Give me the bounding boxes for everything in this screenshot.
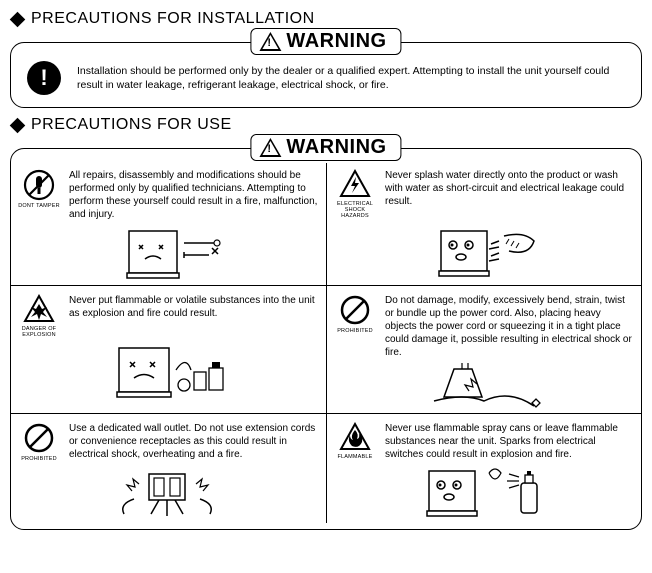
warning-badge: ! WARNING xyxy=(250,28,401,55)
symbol-label: PROHIBITED xyxy=(337,328,373,334)
section2-text: PRECAUTIONS FOR USE xyxy=(31,116,232,134)
diamond-icon xyxy=(10,117,26,133)
prohibited-icon xyxy=(339,294,371,326)
symbol-label: ELECTRICAL SHOCK HAZARDS xyxy=(333,201,377,219)
cell-explosion: DANGER OF EXPLOSION Never put flammable … xyxy=(11,285,326,413)
cell-text: Never put flammable or volatile substanc… xyxy=(69,294,320,320)
spray-illustration xyxy=(409,463,559,518)
use-panel: ! WARNING DONT TAMPER All repairs, disas… xyxy=(10,148,642,530)
flammable-illustration xyxy=(94,340,244,400)
cell-text: Never use flammable spray cans or leave … xyxy=(385,422,635,461)
cord-illustration xyxy=(414,361,554,409)
warning-label-2: WARNING xyxy=(286,136,386,159)
symbol-label: DANGER OF EXPLOSION xyxy=(17,326,61,338)
outlet-illustration xyxy=(104,464,234,519)
electrical-shock-icon xyxy=(339,169,371,199)
explosion-icon xyxy=(23,294,55,324)
cell-text: All repairs, disassembly and modificatio… xyxy=(69,169,320,221)
warning-triangle-icon: ! xyxy=(259,138,281,157)
install-text: Installation should be performed only by… xyxy=(77,64,625,92)
warning-triangle-icon: ! xyxy=(259,32,281,51)
symbol-label: DONT TAMPER xyxy=(18,203,60,209)
warning-label: WARNING xyxy=(286,30,386,53)
cell-text: Use a dedicated wall outlet. Do not use … xyxy=(69,422,320,461)
section1-text: PRECAUTIONS FOR INSTALLATION xyxy=(31,10,315,28)
dont-tamper-icon xyxy=(23,169,55,201)
warning-badge: ! WARNING xyxy=(250,134,401,161)
cell-cord: PROHIBITED Do not damage, modify, excess… xyxy=(326,285,641,413)
cell-text: Do not damage, modify, excessively bend,… xyxy=(385,294,635,359)
precautions-grid: DONT TAMPER All repairs, disassembly and… xyxy=(11,163,641,523)
exclamation-circle-icon: ! xyxy=(27,61,61,95)
flammable-icon xyxy=(339,422,371,452)
install-row: ! Installation should be performed only … xyxy=(23,57,629,99)
symbol-label: FLAMMABLE xyxy=(337,454,372,460)
cell-outlet: PROHIBITED Use a dedicated wall outlet. … xyxy=(11,413,326,523)
section-title-use: PRECAUTIONS FOR USE xyxy=(10,116,642,134)
symbol-label: PROHIBITED xyxy=(21,456,57,462)
cell-text: Never splash water directly onto the pro… xyxy=(385,169,635,208)
section-title-installation: PRECAUTIONS FOR INSTALLATION xyxy=(10,10,642,28)
cell-dont-tamper: DONT TAMPER All repairs, disassembly and… xyxy=(11,163,326,285)
tamper-illustration xyxy=(99,223,239,281)
cell-shock: ELECTRICAL SHOCK HAZARDS Never splash wa… xyxy=(326,163,641,285)
prohibited-icon xyxy=(23,422,55,454)
installation-panel: ! WARNING ! Installation should be perfo… xyxy=(10,42,642,108)
splash-illustration xyxy=(409,221,559,279)
cell-spray: FLAMMABLE Never use flammable spray cans… xyxy=(326,413,641,523)
diamond-icon xyxy=(10,11,26,27)
